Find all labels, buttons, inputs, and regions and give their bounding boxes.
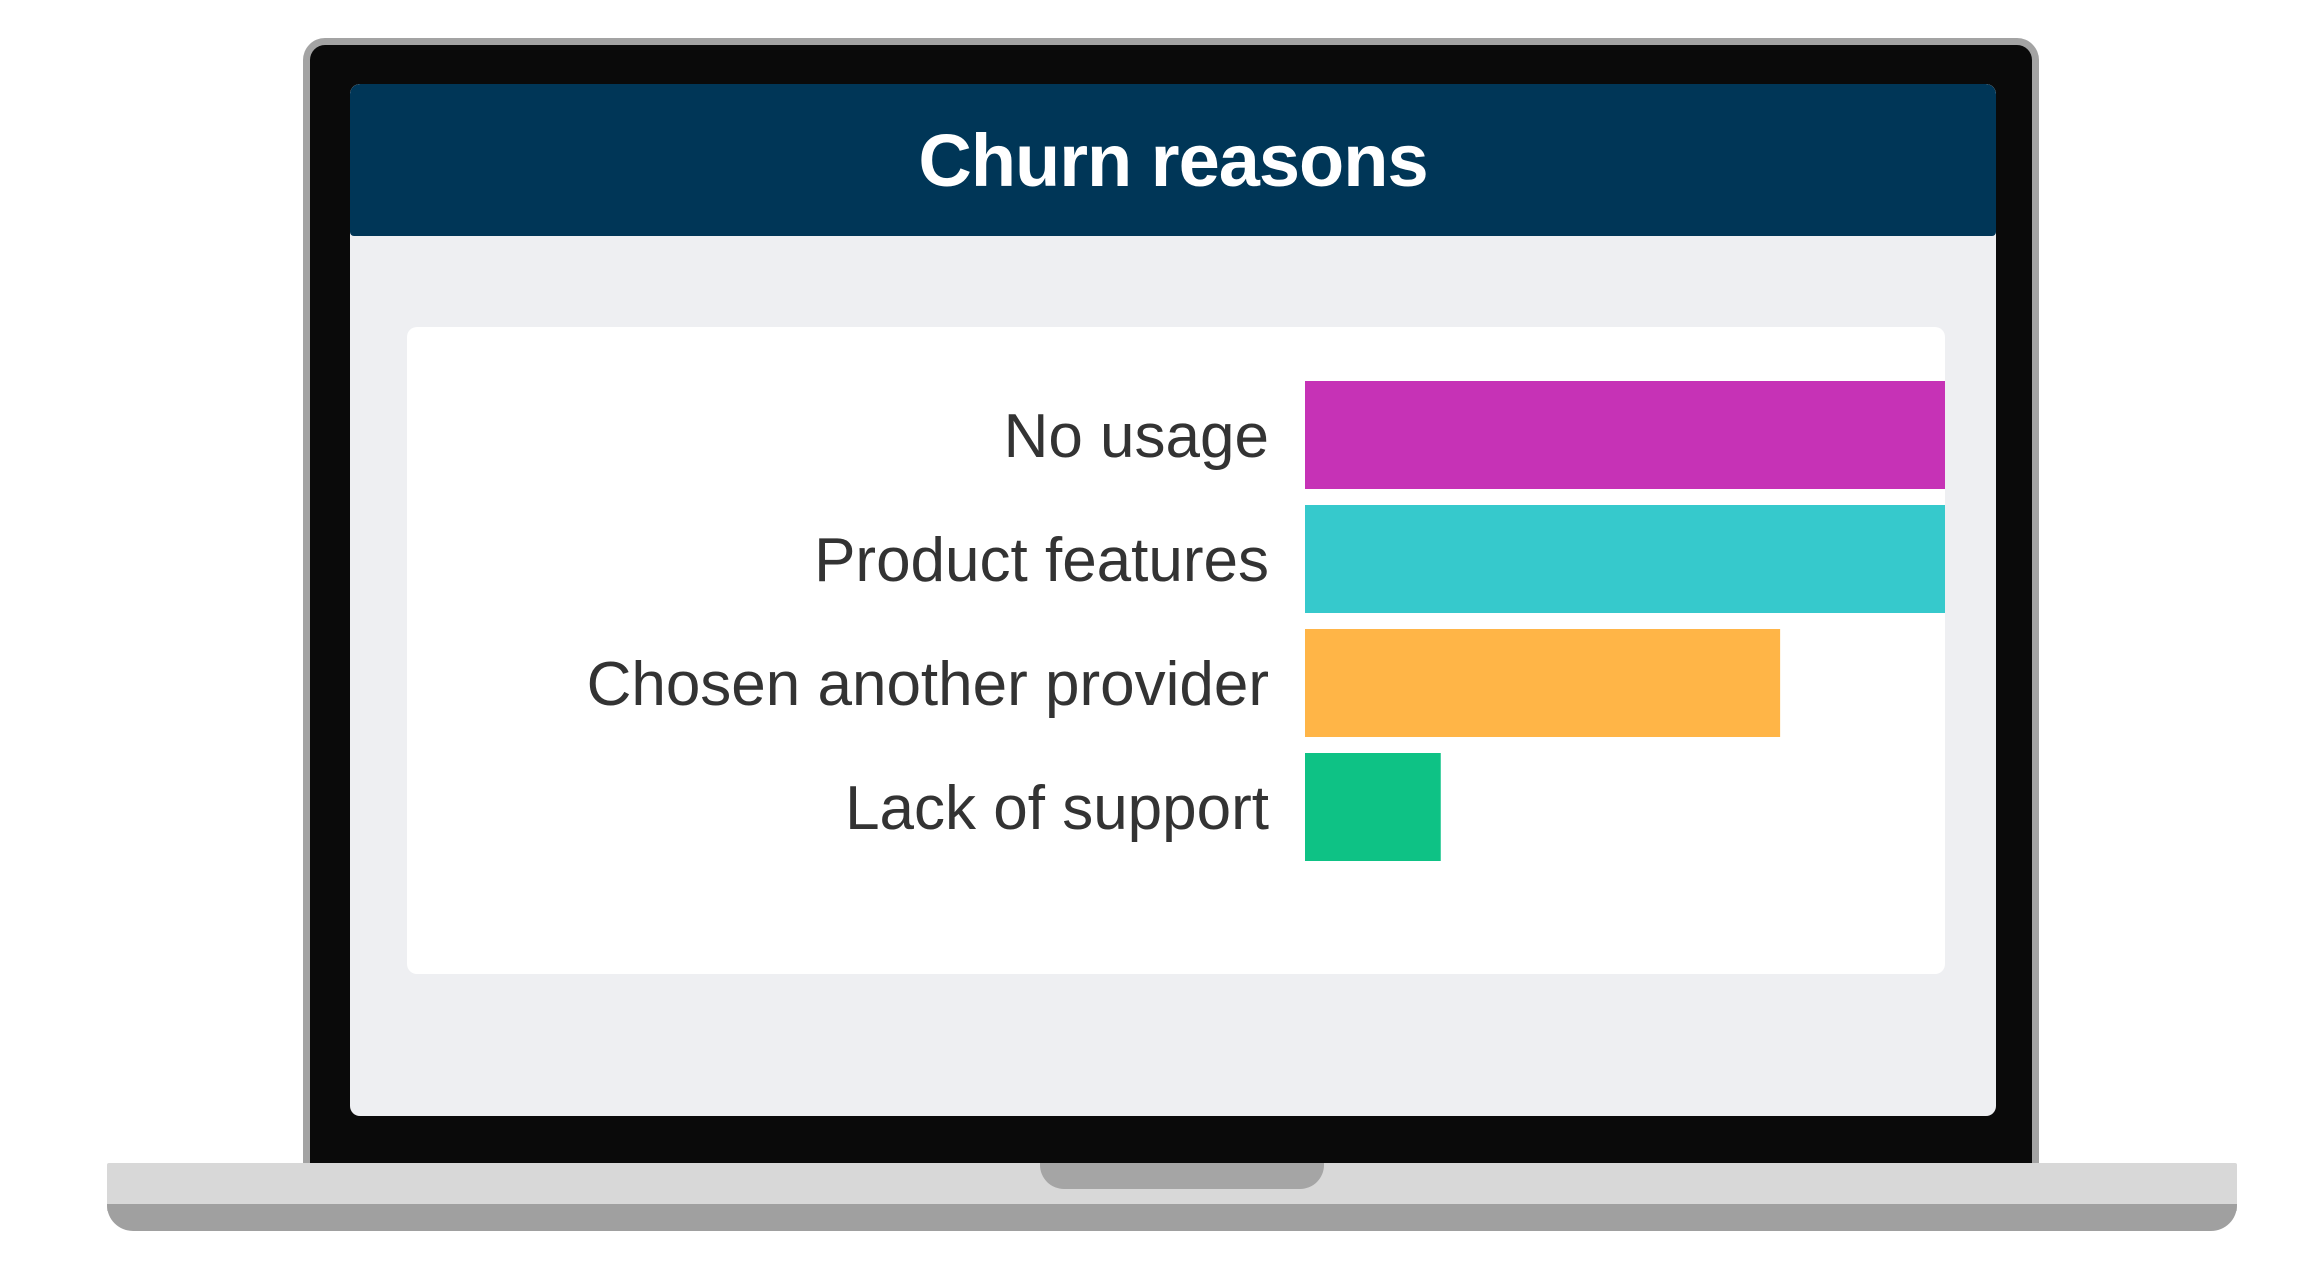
laptop-base-edge (107, 1204, 2237, 1231)
laptop-opening-notch (1040, 1163, 1324, 1189)
bar-chart: No usage Product features Chosen another p… (587, 381, 1945, 861)
category-label: No usage (1004, 402, 1269, 471)
bar-chosen-another-provider (1305, 629, 1781, 737)
bar-product-features (1305, 505, 1945, 613)
bar-no-usage (1305, 381, 1945, 489)
category-label: Lack of support (845, 774, 1269, 843)
chart-title: Churn reasons (918, 118, 1428, 202)
chart-card: No usage Product features Chosen another p… (407, 327, 1945, 974)
title-bar: Churn reasons (350, 84, 1996, 236)
category-label: Chosen another provider (587, 650, 1269, 719)
bar-lack-of-support (1305, 753, 1441, 861)
category-label: Product features (814, 526, 1269, 595)
